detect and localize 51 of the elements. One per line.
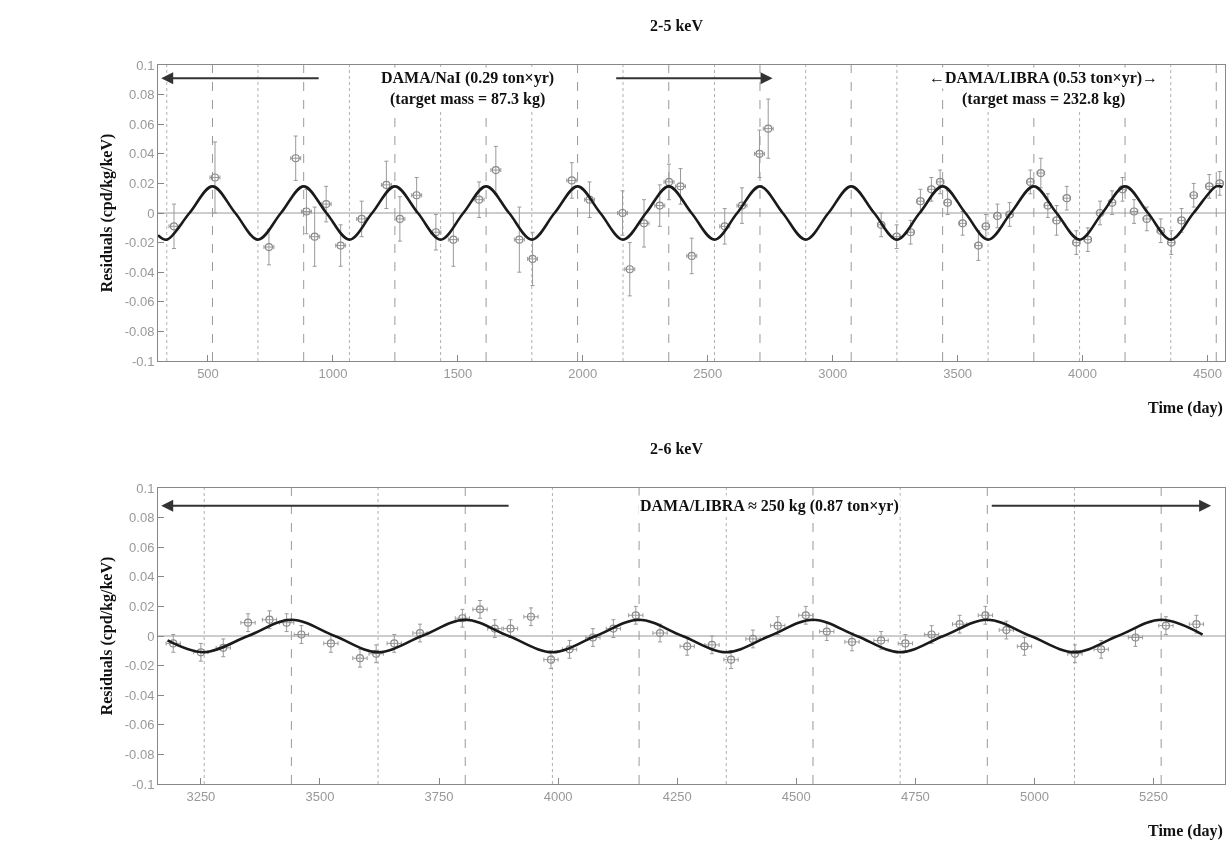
annotation: (target mass = 232.8 kg) [962,90,1126,108]
y-tick-label: 0.04 [129,569,155,585]
y-tick-label: -0.08 [124,746,155,762]
chart-title: 2-5 keV [650,16,704,34]
y-tick-label: 0.06 [129,116,155,132]
y-axis-title: Residuals (cpd/kg/keV) [97,556,116,716]
x-tick-label: 4000 [543,788,573,804]
annotation: (target mass = 87.3 kg) [390,90,546,108]
y-tick-label: -0.06 [124,717,155,733]
x-tick-label: 4500 [781,788,811,804]
x-tick-label: 4250 [662,788,692,804]
x-tick-label: 3750 [424,788,454,804]
y-tick-label: -0.02 [124,658,155,674]
y-tick-label: 0.08 [129,510,155,526]
annotation: DAMA/NaI (0.29 ton×yr) [381,69,555,87]
x-tick-label: 3500 [943,365,973,381]
x-tick-label: 4750 [900,788,930,804]
y-tick-label: -0.04 [124,687,155,703]
x-tick-label: 1000 [318,365,348,381]
y-tick-label: -0.1 [131,353,155,369]
annotation: DAMA/LIBRA ≈ 250 kg (0.87 ton×yr) [640,497,899,515]
x-tick-label: 3500 [305,788,335,804]
annotation: ←DAMA/LIBRA (0.53 ton×yr)→ [929,69,1159,87]
y-tick-label: 0 [147,205,155,221]
x-tick-label: 4500 [1193,365,1222,381]
x-tick-label: 4000 [1068,365,1098,381]
y-tick-label: -0.1 [131,776,155,792]
y-tick-label: 0 [147,628,155,644]
x-tick-label: 500 [197,365,219,381]
x-tick-label: 5250 [1139,788,1169,804]
x-tick-label: 2500 [693,365,723,381]
y-axis-title: Residuals (cpd/kg/keV) [97,133,116,293]
y-tick-label: -0.02 [124,235,155,251]
y-tick-label: 0.02 [129,598,155,614]
x-tick-label: 1500 [443,365,473,381]
y-tick-label: 0.02 [129,175,155,191]
y-tick-label: 0.08 [129,87,155,103]
y-tick-label: 0.04 [129,146,155,162]
y-tick-label: 0.1 [136,480,155,496]
x-tick-label: 3250 [186,788,216,804]
chart-title: 2-6 keV [650,439,704,457]
y-tick-label: 0.1 [136,57,155,73]
y-tick-label: -0.06 [124,294,155,310]
x-axis-title: Time (day) [1148,399,1223,417]
x-tick-label: 2000 [568,365,598,381]
x-axis-title: Time (day) [1148,822,1223,840]
x-tick-label: 5000 [1020,788,1049,804]
y-tick-label: -0.04 [124,264,155,280]
x-tick-label: 3000 [818,365,848,381]
y-tick-label: 0.06 [129,539,155,555]
y-tick-label: -0.08 [124,323,155,339]
